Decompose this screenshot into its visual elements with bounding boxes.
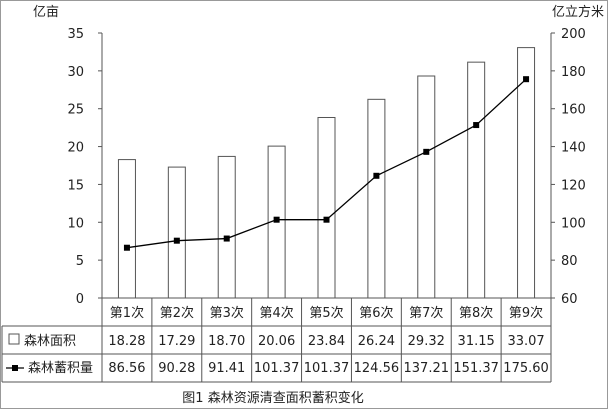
right-axis-tick-label: 180 — [561, 65, 586, 80]
category-label: 第1次 — [110, 305, 144, 321]
data-label-stock: 175.60 — [503, 361, 549, 376]
left-axis-tick-label: 25 — [67, 103, 84, 118]
right-axis-unit: 亿立方米 — [552, 4, 604, 20]
legend-label-area: 森林面积 — [24, 334, 76, 349]
bar-forest-area — [317, 116, 336, 299]
data-label-stock: 91.41 — [208, 361, 245, 376]
left-axis-tick-label: 35 — [67, 27, 84, 42]
data-label-stock: 137.21 — [404, 361, 450, 376]
category-label: 第3次 — [210, 305, 244, 321]
data-label-stock: 124.56 — [354, 361, 400, 376]
plot-area: 0 5 10 15 20 25 30 35 60 80 100 120 140 160 180 200 — [67, 27, 586, 382]
category-label: 第6次 — [359, 305, 393, 321]
left-axis-tick-label: 10 — [67, 216, 84, 231]
line-marker — [373, 172, 380, 179]
right-axis-tick-label: 100 — [561, 216, 586, 231]
bar-forest-area — [117, 159, 136, 299]
line-marker — [223, 235, 230, 242]
data-label-stock: 101.37 — [304, 361, 350, 376]
data-label-area: 23.84 — [308, 334, 345, 349]
line-marker — [523, 76, 530, 83]
line-marker — [173, 237, 180, 244]
data-label-stock: 86.56 — [108, 361, 145, 376]
data-label-area: 29.32 — [408, 334, 445, 349]
left-axis-tick-label: 15 — [67, 178, 84, 193]
category-label: 第9次 — [509, 305, 543, 321]
line-marker — [323, 216, 330, 223]
left-axis-tick-label: 20 — [67, 141, 84, 156]
data-label-area: 18.70 — [208, 334, 245, 349]
line-marker — [273, 216, 280, 223]
legend-label-stock: 森林蓄积量 — [28, 361, 93, 376]
bar-forest-area — [217, 155, 236, 299]
left-axis-tick-label: 30 — [67, 65, 84, 80]
data-label-area: 20.06 — [258, 334, 295, 349]
bar-forest-area — [417, 75, 436, 299]
category-label: 第4次 — [259, 305, 293, 321]
right-axis-tick-label: 120 — [561, 178, 586, 193]
bar-forest-area — [467, 61, 486, 299]
data-label-stock: 90.28 — [158, 361, 195, 376]
bar-forest-area — [167, 166, 186, 299]
legend-line-marker — [12, 365, 18, 371]
right-axis-tick-label: 60 — [561, 292, 578, 307]
left-axis-unit: 亿亩 — [33, 4, 59, 20]
category-label: 第7次 — [409, 305, 443, 321]
line-marker — [473, 122, 480, 129]
bar-forest-area — [367, 98, 386, 299]
category-label: 第8次 — [459, 305, 493, 321]
data-label-area: 17.29 — [158, 334, 195, 349]
left-axis-tick-label: 5 — [76, 254, 84, 269]
category-label: 第2次 — [160, 305, 194, 321]
chart-title: 图1 森林资源清查面积蓄积变化 — [182, 390, 363, 406]
right-axis-tick-label: 140 — [561, 141, 586, 156]
line-marker — [423, 148, 430, 155]
right-axis-tick-label: 80 — [561, 254, 578, 269]
data-label-area: 26.24 — [358, 334, 395, 349]
data-label-stock: 101.37 — [254, 361, 300, 376]
right-axis-tick-label: 200 — [561, 27, 586, 42]
left-axis-tick-label: 0 — [76, 292, 84, 307]
legend-bar-key — [8, 333, 20, 345]
data-label-area: 33.07 — [507, 334, 544, 349]
category-label: 第5次 — [309, 305, 343, 321]
right-axis-tick-label: 160 — [561, 103, 586, 118]
data-label-area: 31.15 — [458, 334, 495, 349]
data-label-stock: 151.37 — [453, 361, 499, 376]
line-marker — [123, 244, 130, 251]
data-label-area: 18.28 — [108, 334, 145, 349]
